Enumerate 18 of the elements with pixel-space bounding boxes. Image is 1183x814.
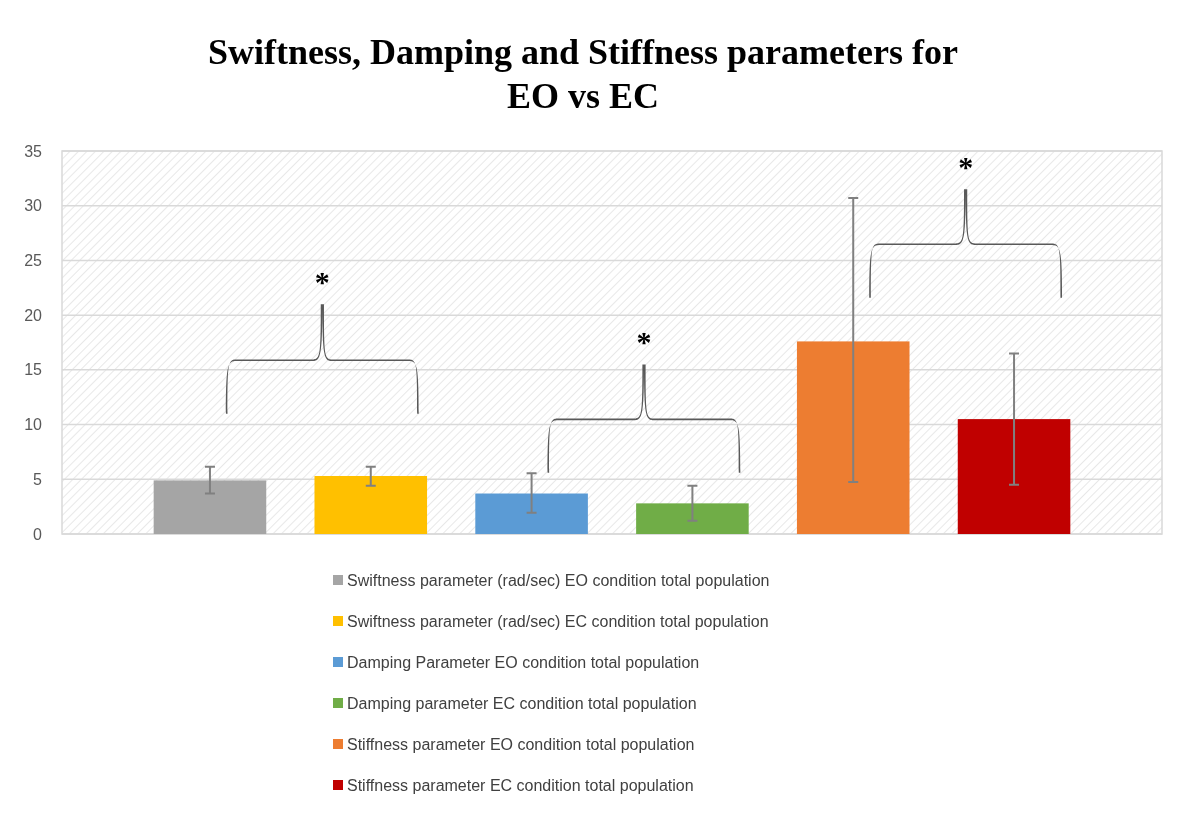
legend-label: Damping parameter EC condition total population (347, 694, 697, 712)
legend-label: Stiffness parameter EO condition total population (347, 735, 695, 753)
annotation: * (314, 265, 330, 299)
y-tick-label: 20 (24, 306, 43, 324)
y-tick-label: 0 (33, 525, 43, 543)
legend-label: Swiftness parameter (rad/sec) EC condition total population (347, 612, 769, 630)
legend-label: Swiftness parameter (rad/sec) EO condition total population (347, 571, 770, 589)
legend-label: Stiffness parameter EC condition total population (347, 776, 694, 794)
y-tick-label: 35 (24, 142, 43, 160)
legend-label: Damping Parameter EO condition total population (347, 653, 700, 671)
annotation: * (958, 150, 974, 184)
y-tick-label: 30 (24, 197, 43, 215)
y-tick-label: 5 (33, 470, 43, 488)
y-tick-label: 15 (24, 361, 43, 379)
y-tick-label: 10 (24, 416, 43, 434)
y-tick-label: 25 (24, 252, 43, 270)
chart-title: Swiftness, Damping and Stiffness parameters for EO vs EC (208, 32, 959, 116)
annotation: * (636, 325, 652, 359)
